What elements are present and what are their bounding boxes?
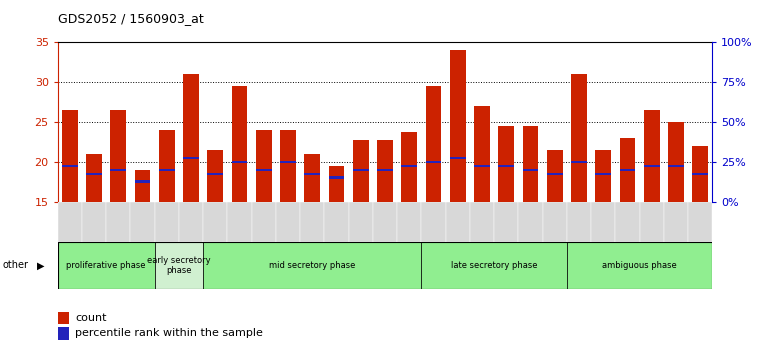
Bar (450, 50, 466, 202)
Bar (183, 156, 199, 159)
Bar (567, 202, 591, 264)
Text: percentile rank within the sample: percentile rank within the sample (75, 329, 263, 338)
Bar (571, 161, 587, 163)
Bar (232, 161, 247, 163)
Bar (664, 202, 688, 264)
Bar (426, 86, 441, 202)
Text: early secretory
phase: early secretory phase (147, 256, 211, 275)
Bar (450, 156, 466, 159)
Bar (203, 242, 421, 289)
Bar (135, 181, 150, 183)
Bar (595, 172, 611, 175)
Bar (324, 202, 349, 264)
Bar (276, 202, 300, 264)
Bar (155, 202, 179, 264)
Text: ▶: ▶ (37, 261, 45, 270)
Bar (183, 74, 199, 202)
Bar (668, 165, 684, 167)
Text: count: count (75, 313, 106, 322)
Text: other: other (2, 261, 28, 270)
Bar (498, 165, 514, 167)
Bar (571, 74, 587, 202)
Bar (377, 141, 393, 202)
Bar (227, 202, 252, 264)
Bar (397, 202, 421, 264)
Bar (692, 146, 708, 202)
Bar (280, 130, 296, 202)
Bar (130, 202, 155, 264)
Bar (615, 202, 640, 264)
Bar (470, 202, 494, 264)
Bar (543, 202, 567, 264)
Text: GDS2052 / 1560903_at: GDS2052 / 1560903_at (58, 12, 203, 25)
Bar (474, 165, 490, 167)
Bar (62, 110, 78, 202)
Bar (401, 165, 417, 167)
Bar (518, 202, 543, 264)
Bar (353, 141, 369, 202)
Bar (640, 202, 664, 264)
Bar (547, 172, 563, 175)
Bar (207, 172, 223, 175)
Bar (644, 165, 660, 167)
Bar (58, 202, 82, 264)
Bar (304, 172, 320, 175)
Bar (58, 327, 69, 340)
Bar (426, 161, 441, 163)
Bar (401, 132, 417, 202)
Bar (353, 169, 369, 171)
Bar (595, 150, 611, 202)
Bar (668, 122, 684, 202)
Bar (591, 202, 615, 264)
Bar (329, 166, 344, 202)
Bar (155, 242, 203, 289)
Bar (280, 161, 296, 163)
Bar (159, 169, 175, 171)
Bar (304, 154, 320, 202)
Bar (688, 202, 712, 264)
Bar (377, 169, 393, 171)
Bar (494, 202, 518, 264)
Bar (207, 150, 223, 202)
Text: mid secretory phase: mid secretory phase (269, 261, 356, 270)
Bar (620, 138, 635, 202)
Bar (567, 242, 712, 289)
Bar (692, 172, 708, 175)
Bar (58, 242, 155, 289)
Text: late secretory phase: late secretory phase (450, 261, 537, 270)
Text: ambiguous phase: ambiguous phase (602, 261, 677, 270)
Bar (620, 169, 635, 171)
Bar (58, 312, 69, 324)
Bar (256, 130, 272, 202)
Bar (135, 170, 150, 202)
Bar (421, 242, 567, 289)
Bar (82, 202, 106, 264)
Bar (446, 202, 470, 264)
Bar (106, 202, 130, 264)
Bar (474, 106, 490, 202)
Bar (62, 165, 78, 167)
Bar (159, 130, 175, 202)
Bar (252, 202, 276, 264)
Bar (256, 169, 272, 171)
Bar (644, 110, 660, 202)
Text: proliferative phase: proliferative phase (66, 261, 146, 270)
Bar (498, 126, 514, 202)
Bar (523, 126, 538, 202)
Bar (523, 169, 538, 171)
Bar (86, 172, 102, 175)
Bar (203, 202, 227, 264)
Bar (373, 202, 397, 264)
Bar (86, 154, 102, 202)
Bar (179, 202, 203, 264)
Bar (329, 177, 344, 179)
Bar (300, 202, 324, 264)
Bar (110, 169, 126, 171)
Bar (421, 202, 446, 264)
Bar (232, 86, 247, 202)
Bar (349, 202, 373, 264)
Bar (110, 110, 126, 202)
Bar (547, 150, 563, 202)
